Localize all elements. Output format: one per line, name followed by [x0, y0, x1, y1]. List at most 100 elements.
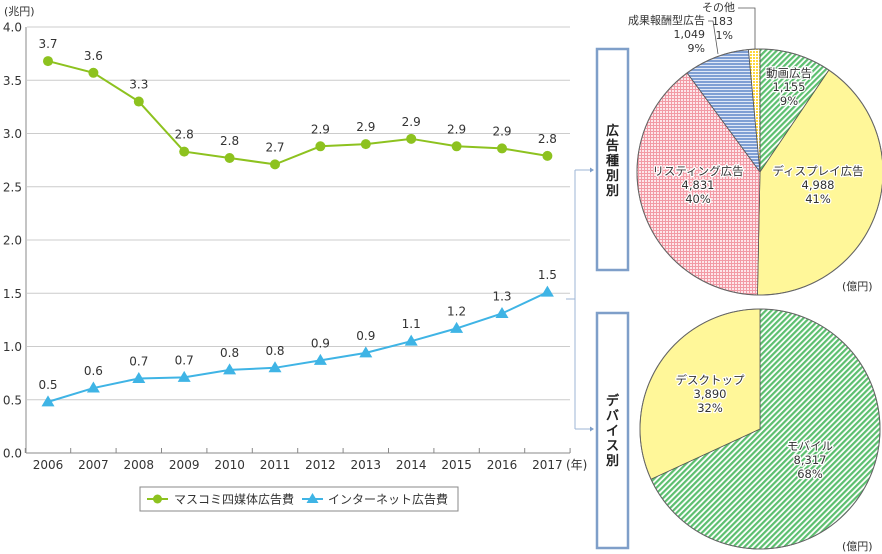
y-tick-label: 1.5 — [3, 287, 22, 301]
y-axis-ticks: 0.0 0.5 1.0 1.5 2.0 2.5 3.0 3.5 4.0 — [3, 21, 22, 461]
data-label: 3.6 — [84, 49, 103, 63]
slice-label: 9% — [780, 94, 798, 108]
legend-item-internet: インターネット広告費 — [302, 492, 448, 507]
data-point — [268, 361, 282, 373]
x-tick-label: 2011 — [260, 458, 291, 472]
y-tick-label: 3.5 — [3, 74, 22, 88]
slice-label: 3,890 — [694, 387, 727, 401]
category-box-frame — [595, 311, 630, 550]
category-label-char: 別 — [605, 454, 619, 469]
slice-label: 1,155 — [773, 80, 806, 94]
category-label-char: バ — [606, 409, 619, 424]
slice-label: 1% — [716, 29, 733, 42]
data-label: 0.9 — [356, 329, 375, 343]
data-point — [86, 381, 100, 393]
slice-label: モバイル — [787, 439, 833, 453]
slice-label: 183 — [712, 15, 733, 28]
data-point — [43, 56, 53, 67]
y-tick-label: 0.0 — [3, 447, 22, 461]
data-point — [495, 306, 509, 318]
pie-unit-label-ad-type: (億円) — [842, 280, 873, 293]
pie-outline — [639, 308, 881, 550]
x-tick-label: 2013 — [351, 458, 382, 472]
bracket-line — [566, 170, 576, 429]
x-axis-unit-label: (年) — [566, 458, 587, 472]
data-label: 3.7 — [38, 37, 57, 51]
data-point — [542, 150, 553, 161]
slice-label: デスクトップ — [676, 373, 745, 387]
y-tick-label: 0.5 — [3, 393, 22, 407]
series-internet: 0.5 0.6 0.7 0.7 0.8 0.8 0.9 0.9 1.1 1.2 1.3 1.5 — [38, 268, 557, 407]
data-label: 0.8 — [220, 346, 239, 360]
slice-label: 4,831 — [682, 178, 715, 192]
x-tick-label: 2009 — [169, 458, 200, 472]
slice-label: 32% — [697, 401, 723, 415]
slice-label: 1,049 — [674, 28, 706, 41]
leader-line — [708, 20, 719, 55]
slice-label: 40% — [685, 192, 711, 206]
slice-label: その他 — [702, 1, 735, 14]
data-point — [177, 370, 191, 382]
x-tick-label: 2014 — [396, 458, 427, 472]
data-label: 2.9 — [402, 115, 421, 129]
data-label: 0.7 — [175, 353, 194, 367]
data-point — [451, 141, 462, 152]
data-point — [224, 152, 235, 163]
data-label: 0.5 — [38, 378, 57, 392]
category-label-char: 別 — [605, 169, 619, 184]
pie-unit-label-device: (億円) — [842, 540, 873, 553]
legend-label-mass-media: マスコミ四媒体広告費 — [174, 492, 294, 507]
category-label-char: デ — [606, 393, 620, 409]
arrow-right-icon — [590, 426, 594, 432]
bracket-connectors — [566, 167, 594, 432]
y-tick-label: 4.0 — [3, 21, 22, 35]
data-label: 2.7 — [265, 140, 284, 154]
slice-label: 動画広告 — [766, 66, 812, 80]
legend-item-mass-media: マスコミ四媒体広告費 — [147, 492, 294, 507]
x-tick-label: 2006 — [33, 458, 64, 472]
legend: マスコミ四媒体広告費 インターネット広告費 — [139, 486, 459, 512]
data-point — [315, 141, 326, 152]
data-label: 2.9 — [356, 120, 375, 134]
series-line — [47, 291, 548, 403]
data-label: 2.9 — [311, 122, 330, 136]
data-label: 3.3 — [129, 78, 148, 92]
x-tick-label: 2008 — [124, 458, 155, 472]
data-point — [41, 395, 55, 407]
x-axis-ticks: 2006 2007 2008 2009 2010 2011 2012 2013 2014 2015… — [24, 448, 571, 472]
category-box-frame — [595, 47, 630, 272]
data-label: 1.5 — [538, 268, 557, 282]
series-layer: 3.73.63.32.8 2.8 2.72.9 2.9 2.92.9 2.92.80.50… — [38, 37, 557, 407]
x-tick-label: 2012 — [305, 458, 336, 472]
data-label: 2.9 — [492, 124, 511, 138]
category-label-char: ス — [606, 439, 619, 454]
slice-label: 9% — [688, 42, 705, 55]
data-label: 0.6 — [84, 364, 103, 378]
data-point — [359, 346, 373, 358]
data-point — [88, 67, 99, 78]
data-label: 0.7 — [129, 354, 148, 368]
series-line — [47, 60, 548, 166]
leader-line — [738, 7, 756, 49]
legend-box — [139, 486, 459, 512]
slice-label: 4,988 — [802, 178, 835, 192]
data-point — [406, 133, 417, 144]
data-label: 1.3 — [492, 289, 511, 303]
data-label: 2.8 — [175, 128, 194, 142]
data-point — [497, 143, 507, 154]
data-point — [270, 159, 280, 170]
pie-chart-ad-type: 動画広告1,1559%ディスプレイ広告4,98841%リスティング広告4,831… — [628, 1, 882, 296]
data-label: 1.2 — [447, 304, 466, 318]
triangle-marker-icon — [306, 493, 319, 503]
x-tick-label: 2007 — [78, 458, 109, 472]
data-point — [404, 334, 418, 346]
category-label-char: 種 — [606, 153, 619, 169]
slice-label: リスティング広告 — [652, 164, 743, 178]
data-label: 0.9 — [311, 336, 330, 350]
data-point — [450, 321, 464, 333]
x-tick-label: 2010 — [214, 458, 245, 472]
data-point — [313, 353, 327, 365]
